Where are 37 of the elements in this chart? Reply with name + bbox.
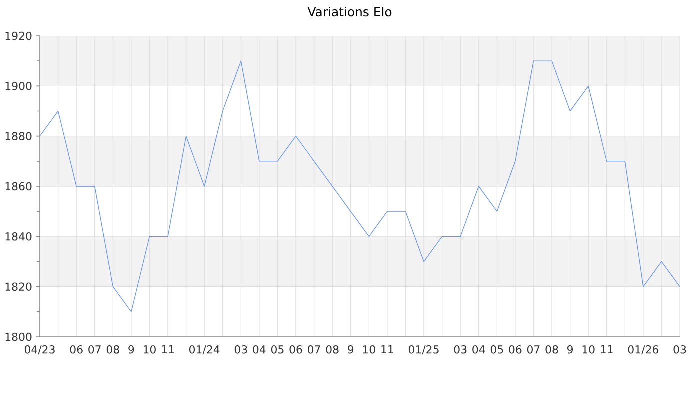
y-tick-label: 1900: [6, 82, 32, 90]
x-tick-label: 04/23: [24, 346, 55, 355]
x-tick-label: 03: [454, 346, 467, 354]
x-tick-label: 10: [363, 346, 376, 354]
y-tick-label: 1820: [6, 282, 32, 291]
x-tick-label: 01/25: [408, 346, 439, 355]
x-tick-label: 04: [253, 346, 266, 354]
x-tick-label: 10: [582, 346, 595, 354]
x-tick-label: 9: [128, 346, 134, 354]
x-tick-label: 11: [382, 346, 394, 354]
x-tick-label: 01/26: [628, 346, 659, 355]
x-tick-label: 06: [290, 346, 302, 354]
x-tick-label: 01/24: [190, 346, 220, 355]
y-tick-label: 1800: [6, 332, 32, 342]
x-tick-label: 10: [144, 346, 156, 354]
x-tick-label: 07: [88, 346, 101, 354]
x-tick-label: 11: [601, 346, 613, 354]
x-tick-label: 08: [106, 346, 120, 354]
x-tick-label: 03: [674, 346, 686, 354]
y-tick-label: 1880: [6, 132, 32, 140]
x-tick-label: 11: [162, 346, 174, 354]
x-tick-label: 08: [326, 346, 339, 354]
x-tick-label: 07: [308, 346, 320, 354]
y-tick-label: 1860: [6, 182, 32, 191]
chart-title: Variations Elo: [308, 7, 392, 17]
x-tick-label: 05: [490, 346, 504, 354]
x-tick-label: 9: [348, 346, 354, 354]
y-tick-label: 1920: [6, 32, 32, 40]
x-tick-label: 07: [527, 346, 540, 354]
x-tick-label: 06: [70, 346, 83, 354]
x-tick-label: 03: [234, 346, 248, 354]
y-tick-label: 1840: [6, 232, 32, 241]
x-tick-label: 06: [509, 346, 522, 354]
x-tick-label: 05: [271, 346, 284, 354]
x-tick-label: 08: [546, 346, 558, 354]
x-tick-label: 9: [567, 346, 574, 354]
x-tick-label: 04: [472, 346, 486, 354]
